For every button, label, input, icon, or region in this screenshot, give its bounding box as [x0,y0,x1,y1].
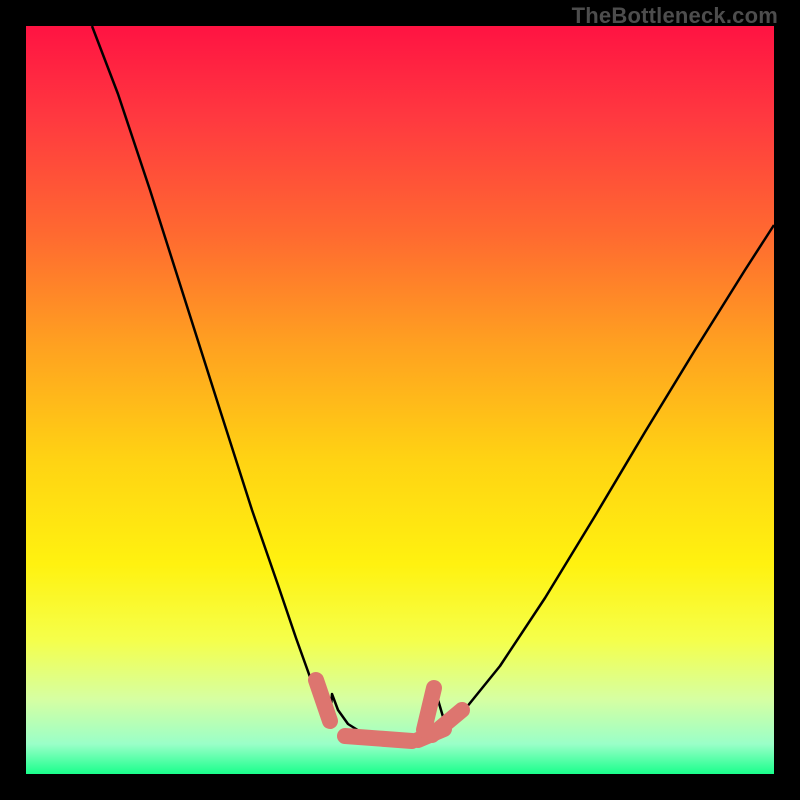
watermark-text: TheBottleneck.com [572,3,778,29]
chart-frame: TheBottleneck.com [0,0,800,800]
overlay-segment [345,736,412,741]
overlay-segment [424,688,434,730]
chart-svg [0,0,800,800]
plot-background [26,26,774,774]
